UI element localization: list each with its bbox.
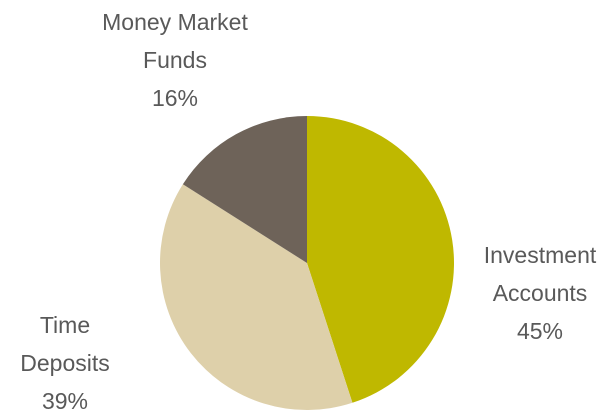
value-label: 45% — [516, 318, 564, 344]
slice-label: Money Market Funds 16% — [75, 3, 275, 117]
category-label: Time Deposits — [20, 312, 110, 376]
value-label: 39% — [41, 388, 89, 414]
chart — [159, 116, 454, 410]
pie-slice — [307, 116, 454, 403]
category-label: Investment Accounts — [483, 242, 597, 306]
slice-label: Time Deposits 39% — [0, 306, 130, 420]
pie-slice — [182, 116, 307, 263]
pie-slice — [159, 184, 353, 410]
page: {"chart_data": {"type": "pie", "categori… — [20, 3, 615, 414]
value-label: 16% — [151, 85, 199, 111]
slice-label: Investment Accounts 45% — [465, 236, 615, 350]
category-label: Money Market Funds — [102, 9, 248, 73]
